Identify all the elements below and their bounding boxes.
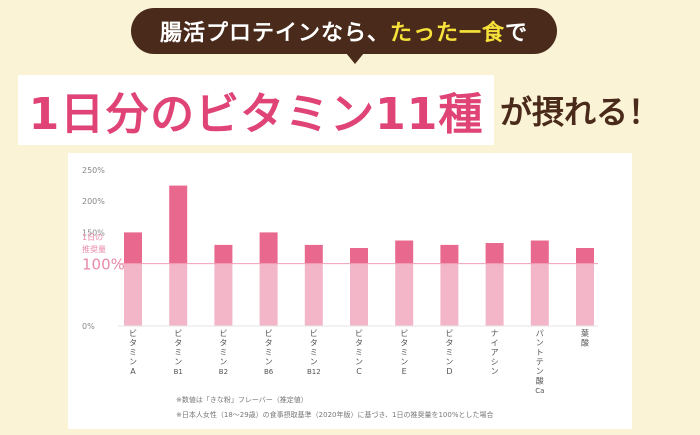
bar-base [440,263,459,326]
x-tick-label: ト [536,348,544,357]
x-tick-label: タ [219,339,227,348]
x-tick-label: ミ [129,348,137,357]
x-tick-label: タ [355,339,363,348]
x-tick-label: E [402,367,407,376]
banner-text-highlight: たった一食 [389,21,505,46]
x-tick-label: ビ [174,329,182,338]
y-tick-label: 200% [82,197,105,206]
x-tick-label: ン [310,358,318,367]
top-banner: 腸活プロテインなら、 たった一食で [131,8,557,54]
x-tick-label: ナ [491,329,499,338]
x-tick-label: ン [355,358,363,367]
headline-tail: が摂れる！ [500,93,661,131]
x-tick-label: タ [174,339,182,348]
bar-excess [259,232,278,264]
x-tick-label: タ [445,339,453,348]
x-tick-label: イ [491,339,499,348]
bar-base [259,263,278,326]
bar-excess [304,244,323,264]
bar-excess [214,244,233,264]
bar-base [530,263,549,326]
x-tick-label: ビ [400,329,408,338]
x-tick-label: ビ [445,329,453,338]
bar-excess [576,248,594,264]
reference-label: 1日の [82,233,103,242]
bar-base [214,263,233,326]
bar-excess [485,243,504,264]
y-tick-label: 100% [82,256,125,274]
bar-base [304,263,323,326]
footnote-1: ※数値は「きな粉」フレーバー（推定値） [176,396,308,404]
y-tick-label: 0% [82,322,95,331]
x-tick-label: ン [445,358,453,367]
x-tick-label: タ [129,339,137,348]
x-tick-label: ン [174,358,182,367]
y-tick-label: 150% [82,228,105,237]
x-tick-label: Ca [535,387,544,395]
x-tick-label: B12 [307,368,321,376]
bar-excess [440,244,459,264]
bar-excess [350,248,368,264]
headline-main: 1日分のビタミン11種 [28,89,484,140]
bar-base [576,263,594,326]
bar-excess [169,185,188,264]
bar-base [124,263,142,326]
x-tick-label: 酸 [536,376,544,386]
bar-base [169,263,188,326]
x-tick-label: タ [310,339,318,348]
x-tick-label: B6 [264,368,274,376]
x-tick-label: 葉 [581,328,589,338]
x-tick-label: シ [491,358,499,367]
y-tick-label: 250% [82,166,105,175]
banner-text-1: 腸活プロテインなら、 [159,21,390,46]
bar-base [485,263,504,326]
x-tick-label: ミ [265,348,273,357]
x-tick-label: A [130,367,136,376]
headline-background [18,75,494,145]
x-tick-label: B1 [174,368,183,376]
reference-label: 推奨量 [82,244,106,254]
x-tick-label: 酸 [581,338,589,348]
x-tick-label: ン [536,339,544,348]
x-tick-label: ミ [174,348,182,357]
x-tick-label: ン [491,367,499,376]
bar-excess [530,240,549,264]
x-tick-label: テ [536,358,544,367]
x-tick-label: ビ [265,329,273,338]
x-tick-label: C [356,367,362,376]
banner-pointer [346,53,364,64]
x-tick-label: ン [129,358,137,367]
x-tick-label: ン [265,358,273,367]
x-tick-label: ビ [219,329,227,338]
footnote-2: ※日本人女性（18〜29歳）の食事摂取基準（2020年版）に基づき、1日の推奨量… [176,411,494,419]
x-tick-label: ミ [355,348,363,357]
x-tick-label: ン [219,358,227,367]
x-tick-label: タ [265,339,273,348]
bar-base [350,263,368,326]
x-tick-label: ミ [445,348,453,357]
x-tick-label: パ [536,329,544,338]
x-tick-label: ビ [310,329,318,338]
x-tick-label: ン [400,358,408,367]
x-tick-label: B2 [219,368,228,376]
x-tick-label: ン [536,367,544,376]
x-tick-label: ア [491,348,499,357]
bar-base [395,263,414,326]
x-tick-label: D [446,367,452,376]
x-tick-label: ビ [129,329,137,338]
x-tick-label: ミ [219,348,227,357]
bar-excess [124,232,142,264]
x-tick-label: ミ [310,348,318,357]
x-tick-label: ビ [355,329,363,338]
bar-excess [395,240,414,264]
x-tick-label: タ [400,339,408,348]
x-tick-label: ミ [400,348,408,357]
banner-text-3: で [505,21,529,46]
